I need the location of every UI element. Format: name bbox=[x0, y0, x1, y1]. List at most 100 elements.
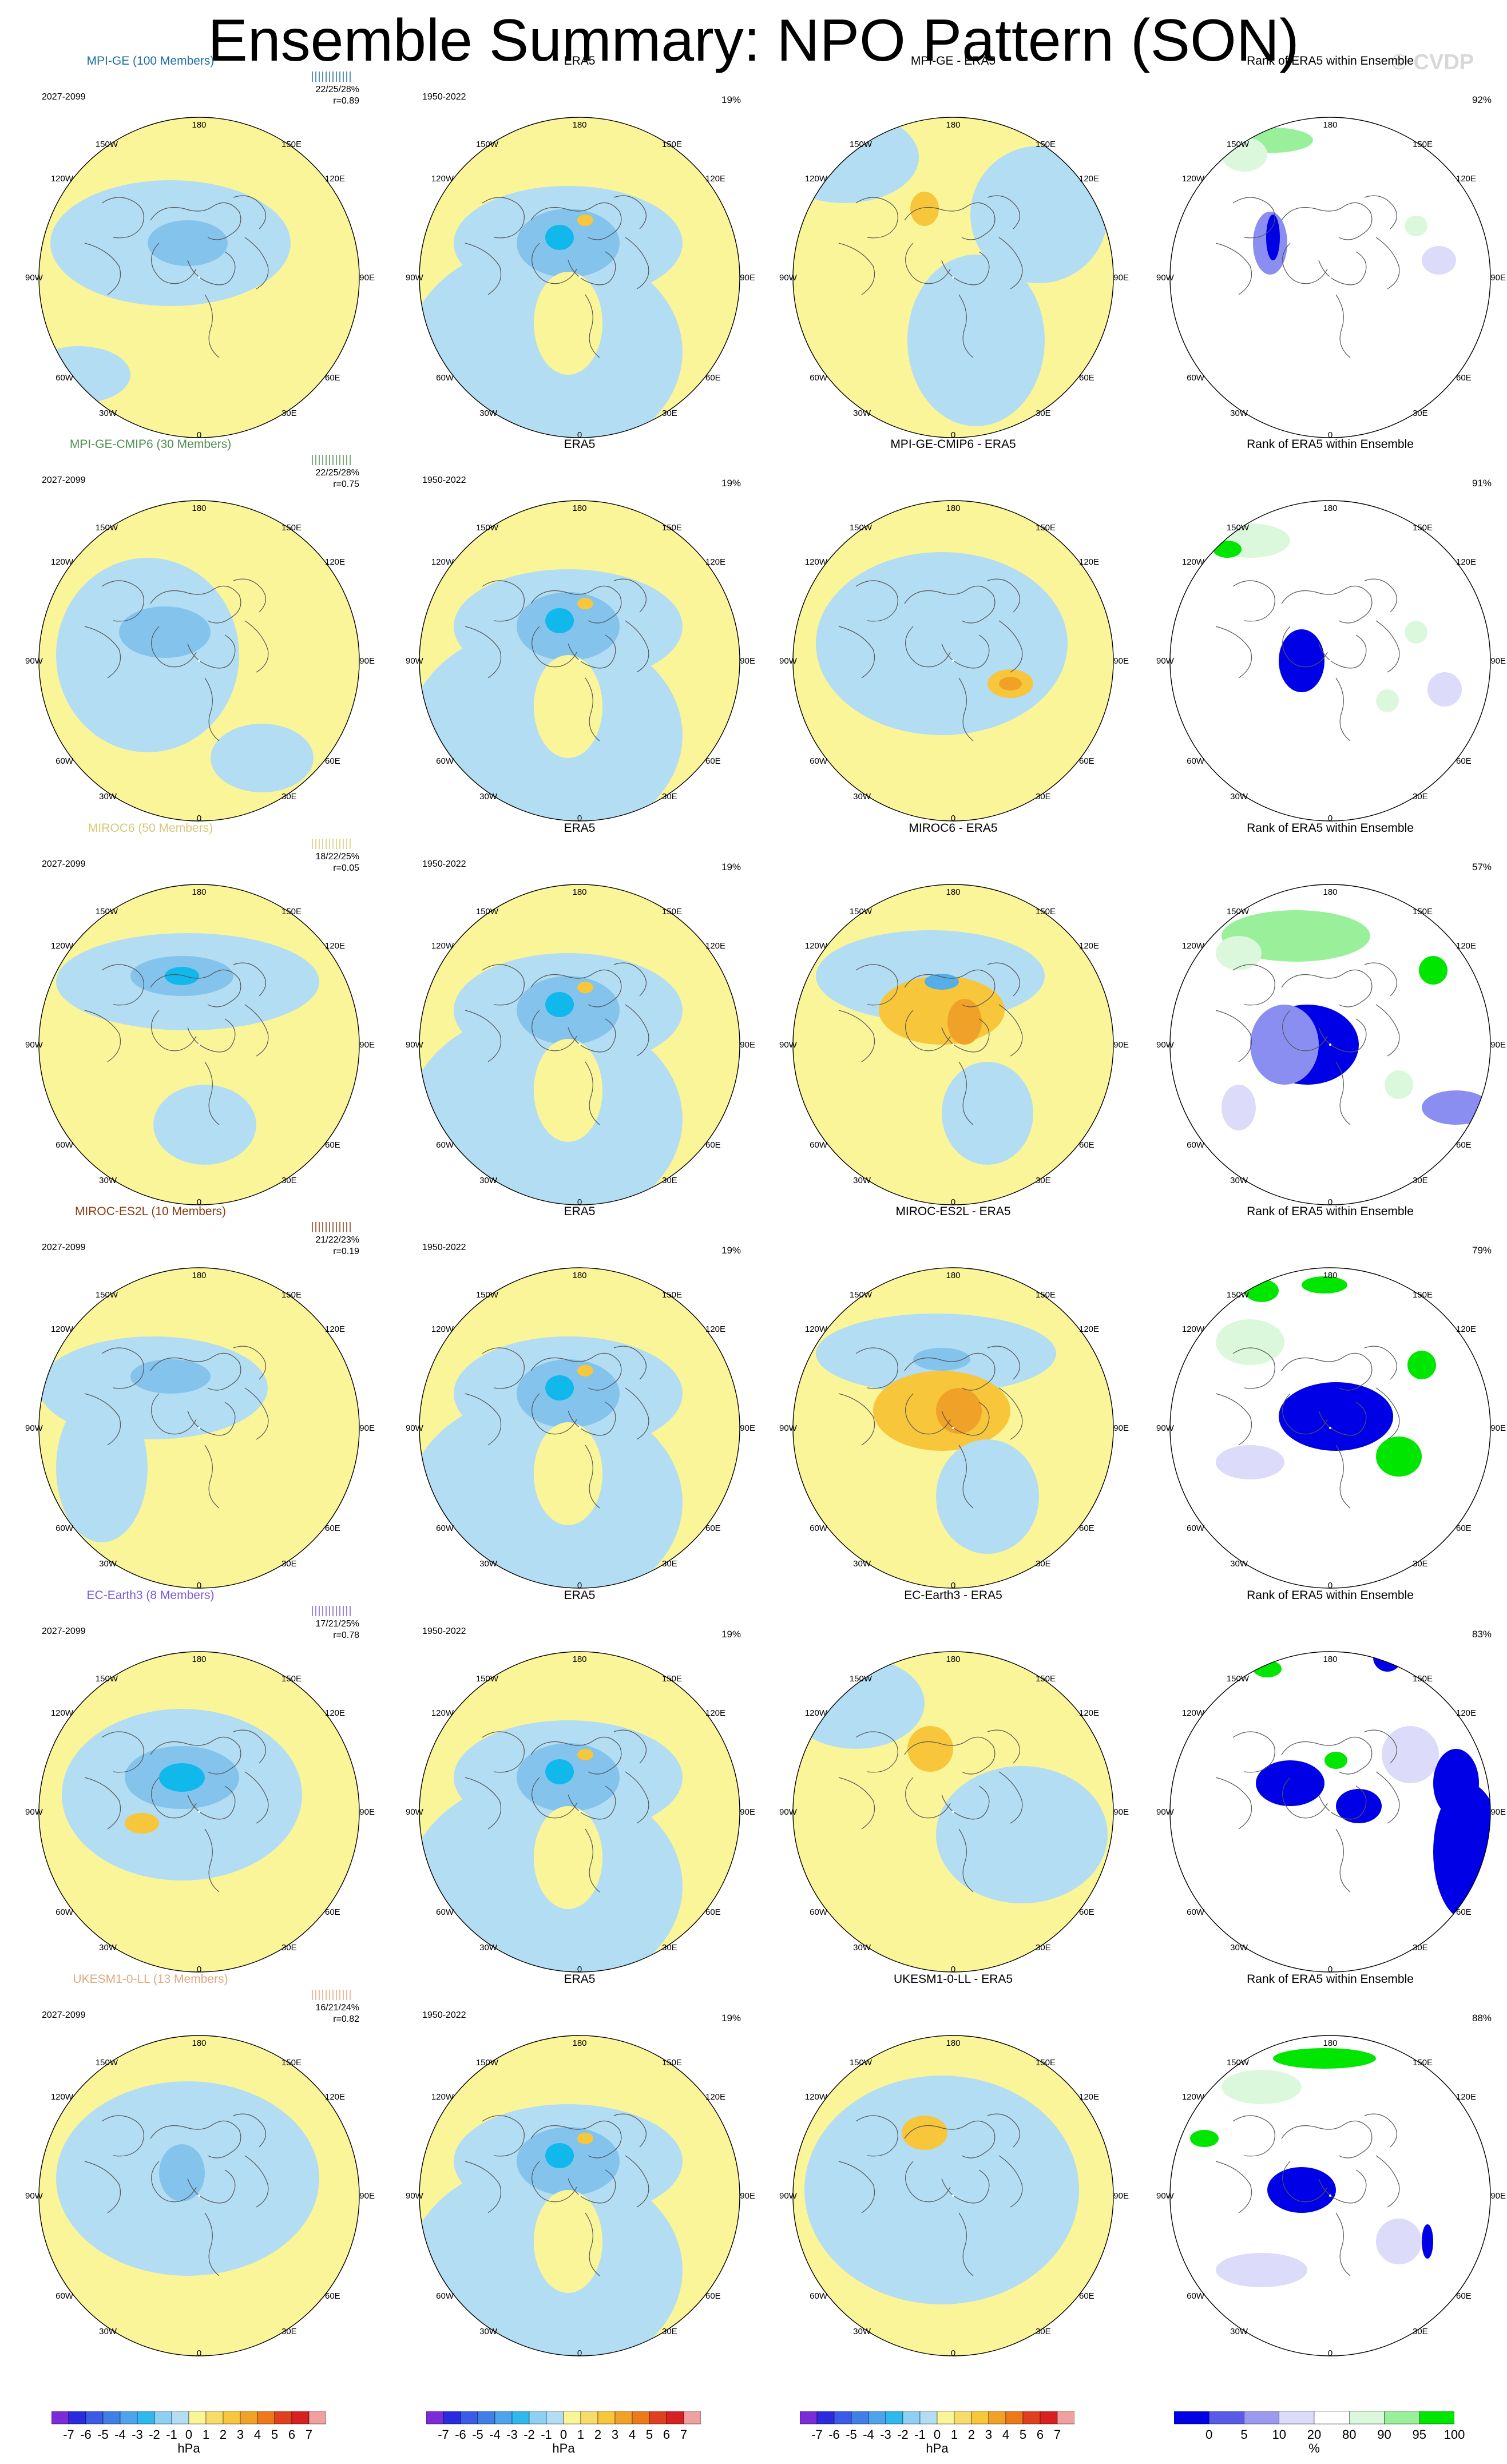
colorbar-swatch bbox=[885, 2411, 903, 2425]
graticule-label-180: 180 bbox=[572, 2038, 586, 2048]
pattern-correlation: r=0.75 bbox=[333, 479, 359, 489]
graticule-label-180: 180 bbox=[192, 1271, 206, 1280]
anomaly-region bbox=[999, 677, 1022, 691]
coastline bbox=[101, 1731, 144, 1773]
coastline bbox=[1232, 580, 1275, 622]
era5-period: 1950-2022 bbox=[422, 1626, 466, 1636]
north-pole-marker bbox=[198, 660, 200, 662]
era5-variance: 19% bbox=[721, 1629, 741, 1640]
panel-model-row1: MPI-GE (100 Members) 2027-2099 22/25/28% r=… bbox=[16, 54, 382, 440]
coastline bbox=[1282, 626, 1328, 668]
graticule-label-150w: 150W bbox=[476, 1674, 499, 1684]
graticule-label-120e: 120E bbox=[1456, 1324, 1476, 1334]
graticule-label-30w: 30W bbox=[99, 1559, 117, 1569]
colorbar-swatch bbox=[580, 2411, 598, 2425]
north-pole-marker bbox=[578, 276, 581, 279]
era5-variance: 19% bbox=[721, 2013, 741, 2023]
colorbar-tick-label: 5 bbox=[645, 2427, 653, 2442]
graticule-label-150e: 150E bbox=[1413, 523, 1433, 533]
coastline bbox=[151, 1777, 197, 1819]
coastline bbox=[150, 585, 241, 624]
colorbar-tick-label: -3 bbox=[132, 2427, 143, 2442]
colorbar-swatch bbox=[257, 2411, 275, 2425]
coastline bbox=[151, 1393, 197, 1435]
coastline bbox=[905, 2161, 951, 2203]
polar-map-model: 180 0 90W 90E 150W 120W 150E 120E 60W 30W 60E 30E bbox=[25, 884, 375, 1207]
coastline bbox=[998, 620, 1023, 673]
coastline bbox=[958, 1445, 974, 1509]
colorbar-tick-label: 10 bbox=[1272, 2427, 1286, 2442]
north-pole-marker bbox=[578, 1043, 581, 1046]
polar-map-rank: 180 0 90W 90E 150W 120W 150E 120E 60W 30W 60E 30E bbox=[1156, 1651, 1506, 1974]
graticule-label-90w: 90W bbox=[25, 1423, 43, 1433]
graticule-label-30e: 30E bbox=[281, 2327, 297, 2336]
coastline bbox=[987, 578, 1020, 613]
north-pole-marker bbox=[952, 1427, 954, 1429]
graticule-label-90e: 90E bbox=[1490, 1423, 1506, 1433]
colorbar-swatch bbox=[851, 2411, 869, 2425]
north-pole-marker bbox=[198, 1811, 200, 1813]
graticule-label-150w: 150W bbox=[850, 1674, 873, 1684]
colorbar-tick-label: -1 bbox=[166, 2427, 177, 2442]
coastline bbox=[204, 1445, 220, 1509]
graticule-label-30w: 30W bbox=[99, 1943, 117, 1953]
era5-title: ERA5 bbox=[564, 822, 596, 835]
coastline bbox=[1335, 1828, 1351, 1892]
colorbar-swatch bbox=[1244, 2411, 1279, 2425]
graticule-label-180: 180 bbox=[192, 1654, 206, 1664]
anomaly-region bbox=[936, 1766, 1108, 1903]
graticule-label-90e: 90E bbox=[1113, 2191, 1129, 2201]
graticule-label-30w: 30W bbox=[99, 1176, 117, 1185]
coastline bbox=[84, 1393, 121, 1446]
graticule-label-150e: 150E bbox=[1413, 907, 1433, 916]
graticule-label-90w: 90W bbox=[779, 1040, 798, 1050]
colorbar-swatch bbox=[443, 2411, 461, 2425]
coastline bbox=[530, 1736, 622, 1775]
graticule-label-90e: 90E bbox=[740, 1423, 755, 1433]
north-pole-marker bbox=[1329, 1811, 1331, 1813]
graticule-label-60w: 60W bbox=[810, 756, 828, 766]
graticule-label-120e: 120E bbox=[1079, 174, 1099, 184]
polar-map-model: 180 0 90W 90E 150W 120W 150E 120E 60W 30W 60E 30E bbox=[25, 1651, 375, 1974]
anomaly-region bbox=[970, 146, 1108, 283]
coastline bbox=[1215, 1010, 1252, 1062]
polar-map-era5: 180 0 90W 90E 150W 120W 150E 120E 60W 30W 60E 30E bbox=[406, 500, 755, 823]
graticule-label-120e: 120E bbox=[705, 1708, 725, 1718]
graticule-label-90e: 90E bbox=[359, 273, 375, 283]
coastline bbox=[1318, 1402, 1367, 1436]
colorbar-swatches bbox=[426, 2411, 701, 2425]
graticule-label-60w: 60W bbox=[810, 1523, 828, 1533]
coastline bbox=[613, 578, 647, 613]
graticule-label-120e: 120E bbox=[1079, 1708, 1099, 1718]
anomaly-region bbox=[577, 1749, 593, 1760]
anomaly-region bbox=[534, 1422, 602, 1525]
map-boundary bbox=[419, 1651, 740, 1973]
coastline bbox=[568, 1785, 616, 1820]
graticule-label-180: 180 bbox=[572, 1271, 586, 1280]
graticule-label-90e: 90E bbox=[359, 1423, 375, 1433]
coastline bbox=[233, 578, 266, 613]
rank-percent: 79% bbox=[1472, 1245, 1492, 1256]
coastline bbox=[613, 962, 647, 997]
coastline bbox=[532, 626, 577, 668]
coastline bbox=[838, 1777, 875, 1830]
panel-model-row6: UKESM1-0-LL (13 Members) 2027-2099 16/21/2… bbox=[16, 1973, 382, 2358]
graticule-label-30w: 30W bbox=[99, 792, 117, 802]
model-title: UKESM1-0-LL (13 Members) bbox=[73, 1973, 228, 1986]
graticule-label-30w: 30W bbox=[853, 2327, 871, 2336]
panel-model-row4: MIROC-ES2L (10 Members) 2027-2099 21/22/23… bbox=[16, 1205, 382, 1590]
colorbar-tick-label: 3 bbox=[985, 2427, 993, 2442]
coastline bbox=[905, 1393, 951, 1435]
graticule-label-150e: 150E bbox=[281, 140, 302, 149]
coastline bbox=[1364, 578, 1397, 613]
graticule-label-90e: 90E bbox=[740, 2191, 755, 2201]
coastline bbox=[187, 2169, 236, 2204]
coastline bbox=[958, 677, 974, 741]
graticule-label-30w: 30W bbox=[479, 1176, 498, 1185]
member-spread-marks bbox=[312, 455, 351, 465]
graticule-label-180: 180 bbox=[192, 503, 206, 513]
map-boundary bbox=[1169, 500, 1491, 822]
graticule-label-150e: 150E bbox=[1036, 1290, 1056, 1300]
rank-region bbox=[1376, 2219, 1422, 2264]
coastline bbox=[1215, 243, 1252, 295]
